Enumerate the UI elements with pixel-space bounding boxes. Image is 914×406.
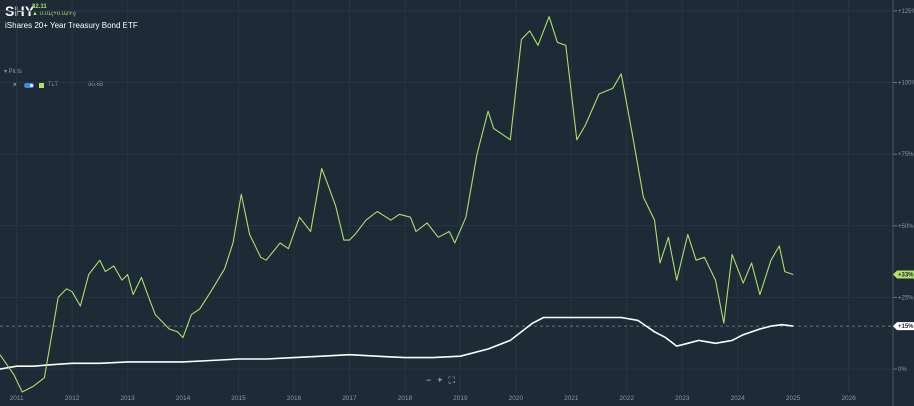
zoom-in-button[interactable]: +	[437, 375, 443, 385]
price-block: 82.11 ▲ 0.01(+0.02%)	[32, 4, 76, 18]
x-tick-label: 2024	[730, 395, 745, 402]
zoom-controls: − + ⛶	[426, 375, 455, 386]
x-tick-label: 2022	[620, 395, 635, 402]
y-tick-label: 0%	[898, 367, 907, 373]
y-tick-label: +25%	[898, 295, 914, 301]
x-tick-label: 2013	[120, 395, 135, 402]
x-tick-label: 2021	[564, 395, 579, 402]
last-value-label-shy: +15%	[898, 324, 914, 330]
x-tick-label: 2025	[786, 395, 801, 402]
plot-visibility-toggle[interactable]	[23, 82, 34, 88]
series-line-tlt	[0, 16, 794, 393]
plot-name: TLT	[47, 82, 59, 88]
last-value-badge-tlt	[893, 270, 914, 279]
y-tick-label: +125%	[898, 9, 914, 15]
x-tick-label: 2015	[231, 395, 246, 402]
y-tick-label: +100%	[898, 81, 914, 87]
plot-color-swatch[interactable]	[38, 82, 44, 88]
series-line-shy	[0, 316, 794, 370]
security-name: iShares 20+ Year Treasury Bond ETF	[5, 21, 138, 30]
last-value-label-tlt: +33%	[898, 273, 914, 279]
plot-item-tlt: ✕ TLT 90.65	[12, 81, 103, 89]
last-price: 82.11	[32, 4, 47, 10]
x-tick-label: 2012	[65, 395, 80, 402]
x-tick-label: 2020	[509, 395, 524, 402]
last-value-badge-shy	[893, 322, 914, 331]
y-tick-label: +50%	[898, 224, 914, 230]
zoom-out-button[interactable]: −	[426, 375, 432, 385]
x-tick-label: 2014	[176, 395, 191, 402]
x-tick-label: 2026	[841, 395, 856, 402]
x-tick-label: 2019	[453, 395, 468, 402]
plots-panel-toggle[interactable]: ▾ Plots	[4, 69, 23, 75]
y-tick-label: +75%	[898, 152, 914, 158]
x-tick-label: 2023	[675, 395, 690, 402]
close-icon[interactable]: ✕	[12, 82, 18, 89]
price-change: ▲ 0.01(+0.02%)	[32, 11, 76, 17]
x-tick-label: 2017	[342, 395, 357, 402]
x-tick-label: 2016	[287, 395, 302, 402]
plot-value: 90.65	[88, 82, 104, 88]
x-tick-label: 2011	[10, 395, 24, 402]
fit-icon[interactable]: ⛶	[448, 375, 455, 385]
x-tick-label: 2018	[398, 395, 413, 402]
